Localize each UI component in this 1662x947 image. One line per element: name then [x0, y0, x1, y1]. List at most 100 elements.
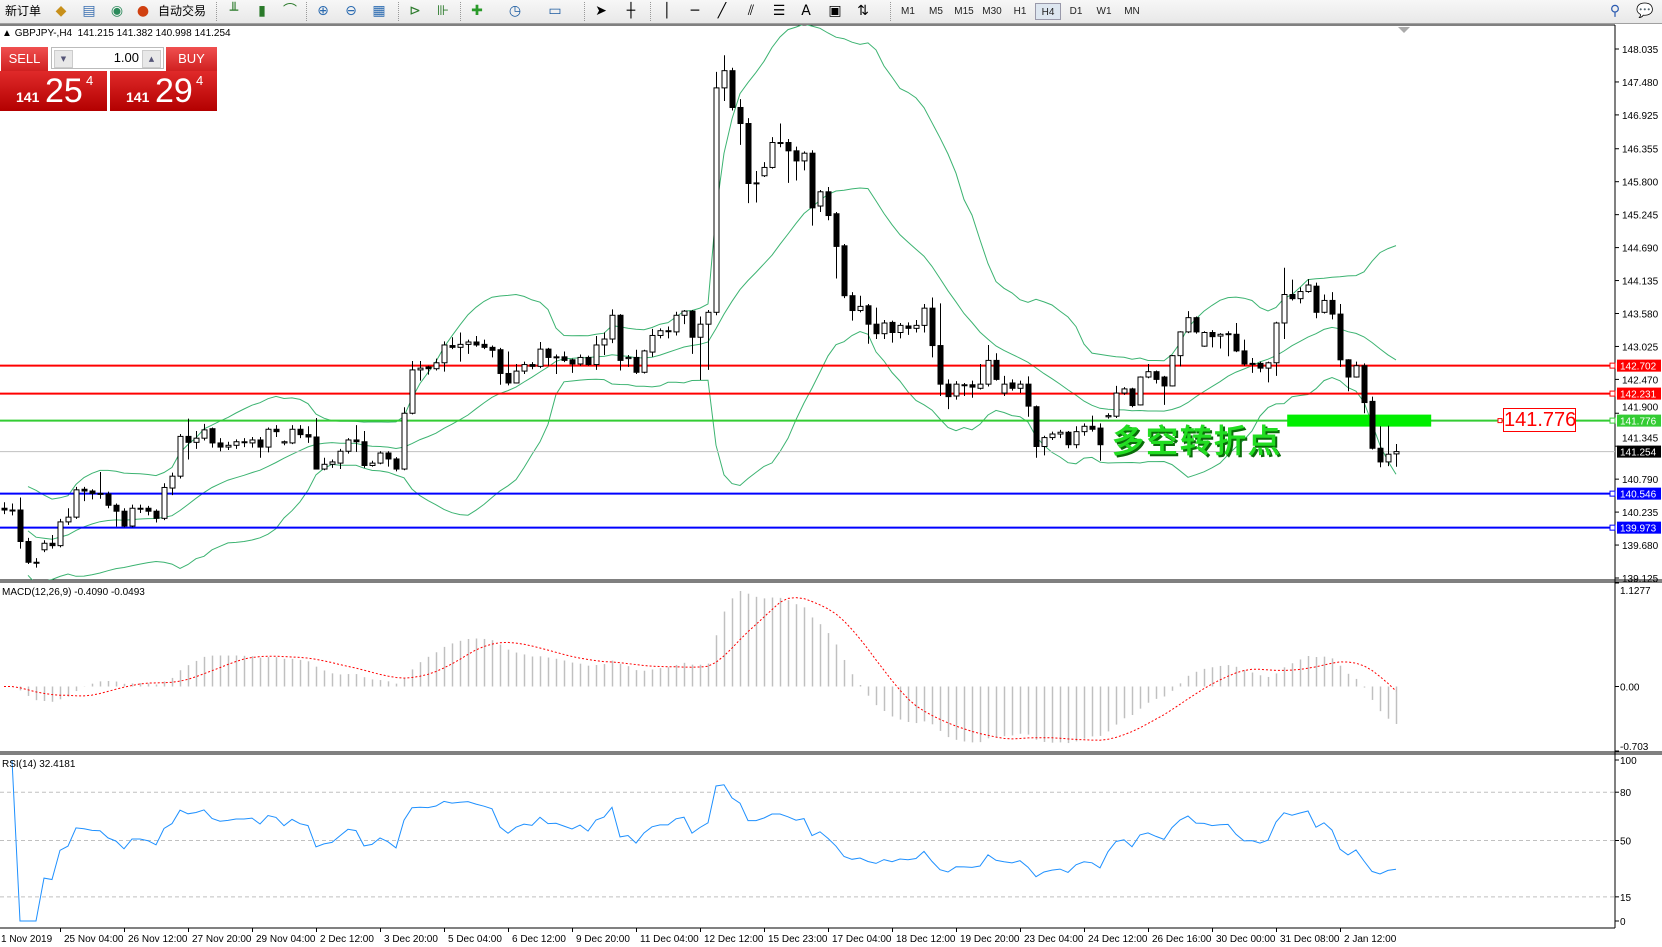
time-tick-label: 25 Nov 04:00: [64, 934, 124, 945]
candle-bull: [409, 369, 416, 414]
candle-bull: [9, 509, 16, 512]
candle-bull: [441, 344, 448, 364]
price-tick-label: 140.790: [1622, 475, 1659, 486]
price-tick-label: 146.925: [1622, 111, 1659, 122]
lot-decrease-button[interactable]: ▼: [54, 50, 73, 68]
turning-point-annotation[interactable]: 多空转折点: [1112, 422, 1283, 460]
timeframe-h4[interactable]: H4: [1035, 3, 1061, 20]
trendline-icon[interactable]: ╱: [717, 3, 727, 19]
chat-icon[interactable]: 💬: [1636, 3, 1654, 19]
candle-bull: [801, 152, 808, 162]
candle-bear: [145, 507, 152, 512]
price-tick-label: 140.235: [1622, 508, 1659, 519]
price-label-object[interactable]: 141.776: [1503, 408, 1577, 432]
candle-bear: [353, 439, 360, 443]
price-line-label: 141.776: [1620, 417, 1657, 428]
price-line-label: 140.546: [1620, 490, 1657, 501]
time-tick-label: 26 Dec 16:00: [1152, 934, 1212, 945]
price-line-label: 139.973: [1620, 524, 1657, 535]
candle-bear: [153, 510, 160, 519]
zoom-in-icon[interactable]: ⊕: [317, 3, 329, 19]
horizontal-line-icon[interactable]: ─: [690, 3, 700, 19]
candle-bear: [945, 383, 952, 398]
lot-increase-button[interactable]: ▲: [142, 50, 161, 68]
auto-trading-button[interactable]: 自动交易: [157, 4, 206, 18]
candle-bear: [273, 428, 280, 433]
candle-bear: [217, 442, 224, 448]
candle-bear: [1313, 285, 1320, 313]
candle-bear: [1257, 362, 1264, 369]
navigator-icon[interactable]: ◉: [110, 3, 124, 19]
chart-shift-icon[interactable]: ⊳: [409, 3, 421, 19]
candle-bull: [761, 166, 768, 177]
timeframe-mn[interactable]: MN: [1124, 6, 1140, 17]
candle-bear: [81, 488, 88, 492]
market-watch-icon[interactable]: ◆: [55, 3, 67, 19]
time-tick-label: 9 Dec 20:00: [576, 934, 630, 945]
auto-trading-icon[interactable]: ●: [136, 3, 150, 19]
time-tick-label: 29 Nov 04:00: [256, 934, 316, 945]
tile-windows-icon[interactable]: ▦: [372, 3, 386, 19]
fibonacci-icon[interactable]: ☰: [772, 3, 786, 19]
timeframe-d1[interactable]: D1: [1069, 6, 1083, 17]
candle-bull: [417, 367, 424, 371]
chart-shift-marker-icon[interactable]: [1398, 27, 1410, 33]
timeframe-m30[interactable]: M30: [982, 6, 1002, 17]
candle-bull: [265, 428, 272, 448]
collapse-triangle-icon[interactable]: ▲: [2, 28, 15, 39]
candle-bear: [313, 436, 320, 470]
text-icon[interactable]: A: [801, 3, 811, 19]
candle-bull: [433, 362, 440, 370]
sell-button[interactable]: SELL: [1, 47, 48, 71]
candle-bear: [545, 348, 552, 358]
vertical-line-icon[interactable]: │: [662, 3, 672, 19]
candle-bear: [257, 439, 264, 448]
candle-bull: [713, 87, 720, 313]
timeframe-w1[interactable]: W1: [1096, 6, 1112, 17]
auto-scroll-icon[interactable]: ⊪: [436, 3, 450, 19]
arrows-icon[interactable]: ⇅: [857, 3, 869, 19]
cursor-icon[interactable]: ➤: [595, 3, 607, 19]
data-window-icon[interactable]: ▤: [82, 3, 96, 19]
lot-size-input[interactable]: ▼ 1.00 ▲: [51, 47, 164, 69]
candle-bear: [1361, 365, 1368, 404]
bid-price-tile[interactable]: 141 25 4: [0, 71, 107, 111]
candle-bull: [681, 310, 688, 316]
search-icon[interactable]: ⚲: [1609, 3, 1621, 19]
candle-bull: [1185, 317, 1192, 333]
candle-bear: [1377, 447, 1384, 463]
candle-bear: [841, 245, 848, 297]
candle-bull: [289, 428, 296, 444]
buy-button[interactable]: BUY: [166, 47, 217, 71]
text-label-icon[interactable]: ▣: [828, 3, 842, 19]
templates-icon[interactable]: ▭: [548, 3, 562, 19]
candle-bull: [897, 324, 904, 333]
line-chart-icon[interactable]: ⌒: [283, 3, 297, 19]
crosshair-icon[interactable]: ┼: [626, 3, 636, 19]
timeframe-m15[interactable]: M15: [954, 6, 974, 17]
equidistant-channel-icon[interactable]: ⫽: [747, 3, 755, 19]
candle-bull: [977, 383, 984, 389]
periods-icon[interactable]: ◷: [508, 3, 522, 19]
price-tick-label: 144.690: [1622, 244, 1659, 255]
zoom-out-icon[interactable]: ⊖: [345, 3, 357, 19]
candle-bull: [1305, 284, 1312, 293]
candle-bear: [473, 341, 480, 346]
indicators-icon[interactable]: ✚: [471, 3, 483, 19]
candle-bull: [665, 330, 672, 333]
price-tick-label: 144.135: [1622, 277, 1659, 288]
candle-bear: [969, 384, 976, 388]
timeframe-m5[interactable]: M5: [929, 6, 943, 17]
current-price-label-box: [1617, 445, 1661, 458]
candlestick-icon[interactable]: ▮: [258, 3, 266, 19]
symbol-info: ▲ GBPJPY-,H4 141.215 141.382 140.998 141…: [2, 28, 231, 39]
timeframe-m1[interactable]: M1: [901, 6, 915, 17]
timeframe-h1[interactable]: H1: [1013, 6, 1027, 17]
ask-price-tile[interactable]: 141 29 4: [110, 71, 217, 111]
candle-bull: [1113, 392, 1120, 417]
candle-bull: [1105, 415, 1112, 418]
candle-bear: [937, 345, 944, 385]
new-order-button[interactable]: 新订单: [4, 4, 41, 18]
bar-chart-icon[interactable]: ╨: [229, 3, 239, 19]
